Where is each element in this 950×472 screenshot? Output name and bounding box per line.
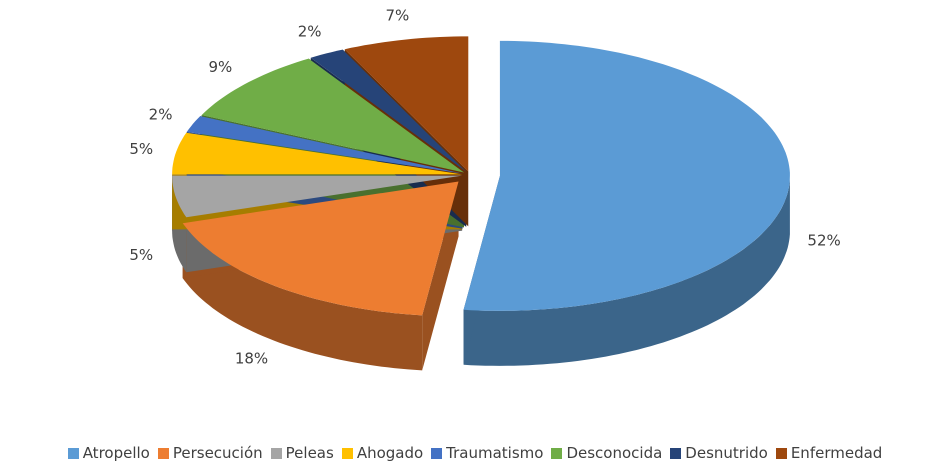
legend-item: Ahogado [341, 444, 424, 462]
data-label: 2% [149, 106, 173, 124]
slice [463, 40, 790, 311]
legend-label: Ahogado [356, 444, 424, 462]
legend-item: Desnutrido [670, 444, 768, 462]
data-label: 18% [235, 350, 268, 368]
legend-label: Desnutrido [685, 444, 768, 462]
slice [186, 116, 463, 174]
legend-label: Enfermedad [790, 444, 883, 462]
data-label: 5% [129, 246, 153, 264]
legend-swatch [670, 447, 682, 459]
legend-label: Desconocida [566, 444, 663, 462]
slice-side [463, 175, 790, 366]
data-label: 9% [208, 58, 232, 76]
legend-swatch [157, 447, 169, 459]
legend-item: Peleas [270, 444, 334, 462]
slice [172, 132, 463, 175]
legend-swatch [431, 447, 443, 459]
legend-item: Enfermedad [775, 444, 883, 462]
slice [182, 181, 459, 316]
legend-label: Peleas [285, 444, 334, 462]
legend-swatch [551, 447, 563, 459]
legend-swatch [775, 447, 787, 459]
slice-side [182, 223, 423, 371]
legend-label: Atropello [82, 444, 150, 462]
data-label: 2% [298, 23, 322, 41]
data-label: 7% [386, 6, 410, 24]
legend-item: Traumatismo [431, 444, 543, 462]
legend-item: Atropello [67, 444, 150, 462]
slice [344, 36, 469, 172]
legend-item: Desconocida [551, 444, 662, 462]
slice [201, 58, 464, 173]
pie-plot: 52% 18% 5% 5% 2% 9% 2% 7% [129, 6, 841, 371]
data-label: 5% [129, 140, 153, 158]
legend-label: Traumatismo [446, 444, 544, 462]
legend: Atropello Persecución Peleas Ahogado Traumat… [0, 444, 950, 462]
slice [172, 175, 463, 218]
legend-swatch [341, 447, 353, 459]
legend-item: Persecución [157, 444, 263, 462]
data-label: 52% [807, 231, 840, 249]
legend-label: Persecución [172, 444, 263, 462]
slice [310, 49, 467, 172]
legend-swatch [270, 447, 282, 459]
legend-swatch [67, 447, 79, 459]
